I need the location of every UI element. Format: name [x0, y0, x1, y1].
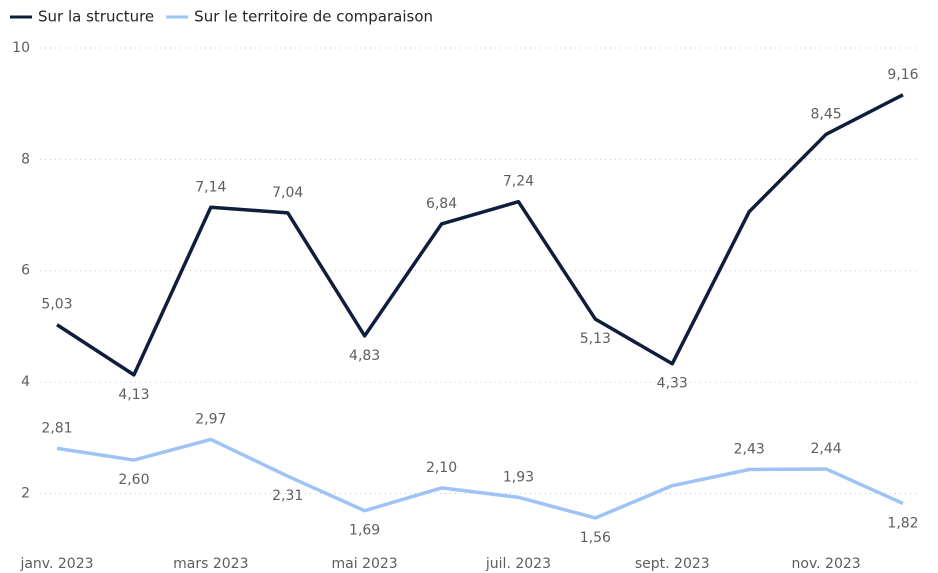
legend-label: Sur le territoire de comparaison	[194, 8, 433, 26]
data-label: 2,10	[426, 460, 457, 476]
data-label: 5,13	[580, 331, 611, 347]
data-label: 4,83	[349, 348, 380, 364]
legend: Sur la structure Sur le territoire de com…	[10, 8, 433, 26]
data-label: 1,56	[580, 530, 611, 546]
data-label: 2,81	[41, 420, 72, 436]
x-tick-label: mai 2023	[332, 556, 398, 572]
data-label: 4,33	[657, 376, 688, 392]
y-tick-label: 8	[21, 151, 30, 167]
data-label: 7,14	[195, 179, 226, 195]
data-label: 2,31	[272, 488, 303, 504]
x-tick-label: sept. 2023	[635, 556, 710, 572]
data-label: 9,16	[887, 67, 918, 83]
x-tick-label: mars 2023	[173, 556, 248, 572]
y-tick-label: 6	[21, 263, 30, 279]
data-label: 5,03	[41, 297, 72, 313]
data-label: 7,04	[272, 185, 303, 201]
series-line	[56, 93, 904, 377]
data-label: 2,97	[195, 411, 226, 427]
data-label: 6,84	[426, 196, 457, 212]
data-label: 7,24	[503, 174, 534, 190]
y-tick-label: 4	[21, 374, 30, 390]
data-label: 1,69	[349, 523, 380, 539]
x-tick-label: juil. 2023	[485, 556, 551, 572]
data-label: 2,43	[734, 442, 765, 458]
data-label: 4,13	[118, 387, 149, 403]
x-tick-label: nov. 2023	[792, 556, 861, 572]
data-label: 8,45	[811, 106, 842, 122]
x-tick-label: janv. 2023	[19, 556, 93, 572]
data-label: 2,44	[811, 441, 842, 457]
data-label: 1,93	[503, 469, 534, 485]
data-label: 1,82	[887, 515, 918, 531]
y-tick-label: 2	[21, 485, 30, 501]
series-line	[56, 437, 904, 520]
y-tick-label: 10	[12, 40, 30, 56]
data-label: 2,60	[118, 472, 149, 488]
legend-label: Sur la structure	[38, 8, 154, 26]
